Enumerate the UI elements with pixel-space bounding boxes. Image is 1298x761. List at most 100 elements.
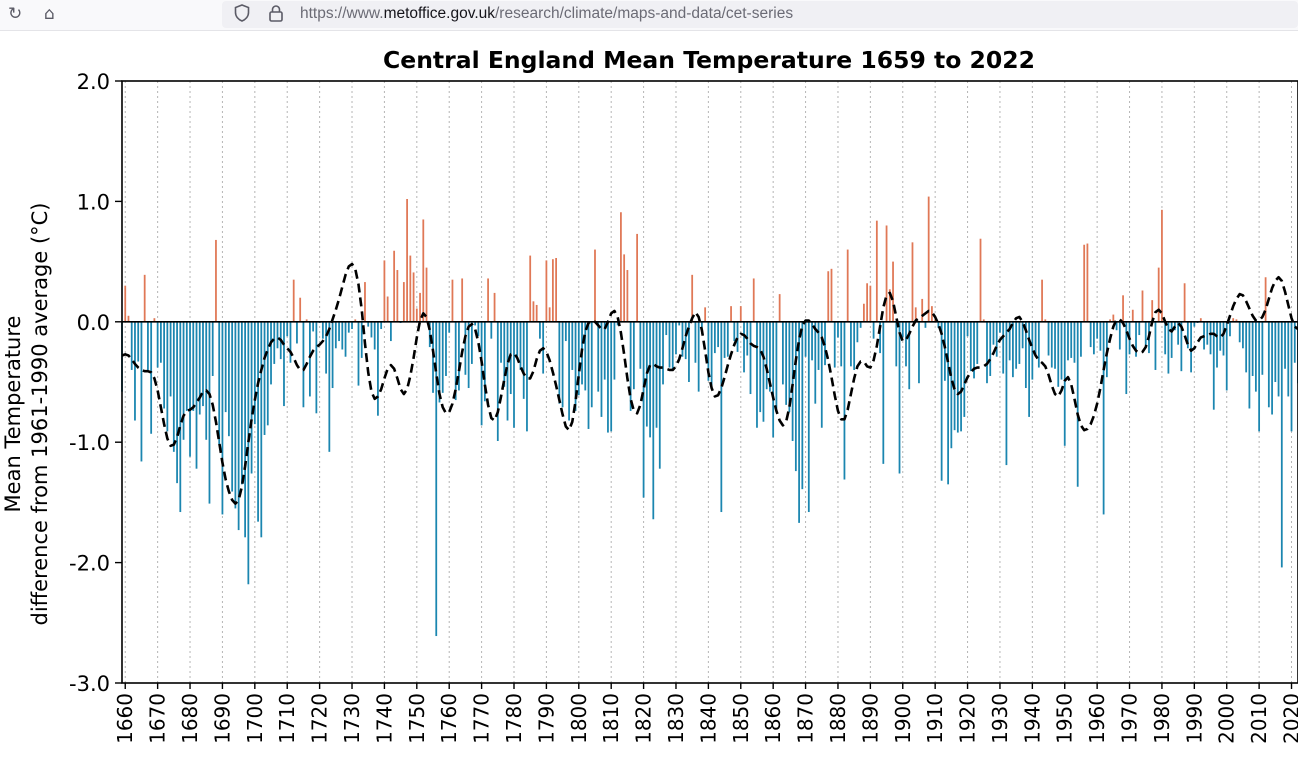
bar — [124, 285, 127, 322]
bar — [782, 321, 784, 385]
x-tick-label: 1980 — [1150, 693, 1174, 744]
x-tick-label: 1680 — [178, 693, 202, 744]
bar — [1047, 321, 1050, 356]
bar — [448, 321, 451, 333]
bar — [1212, 321, 1215, 410]
bar — [1012, 321, 1014, 378]
reload-icon[interactable]: ↻ — [8, 4, 23, 24]
bar — [260, 321, 263, 538]
bar — [846, 249, 849, 322]
bar — [1073, 321, 1076, 363]
bar — [380, 321, 383, 330]
bar — [610, 321, 613, 432]
lock-icon[interactable] — [268, 4, 284, 26]
bar — [195, 321, 198, 469]
bar — [814, 321, 817, 404]
bar — [150, 321, 153, 434]
bar — [393, 250, 396, 322]
bar — [526, 321, 528, 432]
x-tick-label: 1900 — [891, 693, 915, 744]
bar — [305, 319, 308, 322]
bar — [1248, 321, 1251, 409]
bar — [577, 321, 580, 396]
shield-icon[interactable] — [234, 4, 250, 26]
bar — [1242, 321, 1244, 349]
bar — [960, 321, 962, 432]
bar — [127, 315, 130, 322]
bar — [551, 259, 554, 322]
bar — [587, 321, 590, 429]
address-bar[interactable]: https://www.metoffice.gov.uk/research/cl… — [222, 1, 1298, 28]
bar — [859, 321, 862, 328]
bar — [198, 321, 201, 415]
url-text[interactable]: https://www.metoffice.gov.uk/research/cl… — [300, 5, 793, 23]
bar — [769, 321, 771, 392]
bar — [338, 321, 340, 342]
bar — [940, 321, 943, 481]
bar — [914, 307, 917, 322]
bar — [872, 321, 875, 339]
bar — [1115, 321, 1118, 331]
bar — [798, 321, 800, 523]
bar — [334, 321, 337, 349]
bar — [555, 257, 557, 322]
bar — [270, 321, 272, 385]
bar — [956, 321, 959, 433]
bar — [422, 219, 425, 322]
bar — [441, 321, 444, 393]
bar — [778, 294, 781, 322]
bar — [837, 321, 839, 338]
bar — [1089, 321, 1092, 348]
bar — [496, 321, 499, 441]
x-tick-label: 1810 — [599, 693, 623, 744]
bar — [856, 321, 859, 343]
bar — [843, 321, 846, 480]
bar — [1080, 321, 1082, 357]
bar — [140, 321, 143, 462]
bar — [717, 321, 719, 348]
bar — [276, 321, 279, 349]
x-tick-label: 1890 — [858, 693, 882, 744]
x-tick-label: 1690 — [210, 693, 234, 744]
x-tick-label: 1920 — [956, 693, 980, 744]
bar — [532, 301, 535, 322]
x-tick-label: 1880 — [826, 693, 850, 744]
x-tick-label: 1830 — [664, 693, 688, 744]
bar — [172, 321, 175, 452]
bar — [548, 307, 551, 322]
bar — [315, 321, 318, 414]
bar — [707, 321, 710, 381]
bar — [931, 306, 933, 322]
home-icon[interactable]: ⌂ — [44, 4, 55, 24]
bar — [966, 321, 969, 337]
y-tick-label: -3.0 — [69, 672, 110, 696]
bar — [474, 321, 477, 326]
bar — [947, 321, 949, 485]
bar — [574, 321, 577, 411]
bar — [675, 321, 677, 355]
x-tick-label: 1840 — [696, 693, 720, 744]
bar — [898, 321, 901, 474]
bar — [1264, 277, 1267, 322]
bar — [1018, 321, 1021, 364]
bar — [503, 321, 506, 387]
bar — [377, 321, 379, 416]
bar — [869, 285, 872, 322]
bar — [749, 321, 752, 395]
bar — [982, 319, 985, 322]
bar — [1277, 321, 1280, 397]
bar — [143, 274, 146, 322]
bar — [1222, 321, 1225, 356]
bar — [681, 321, 684, 357]
bar — [989, 321, 992, 376]
bar — [134, 321, 136, 421]
x-tick-label: 1740 — [372, 693, 396, 744]
bar — [1096, 321, 1099, 339]
bar — [590, 321, 593, 408]
bar — [218, 321, 221, 445]
bar — [1060, 321, 1063, 380]
bar — [888, 289, 891, 322]
chart-title: Central England Mean Temperature 1659 to… — [383, 46, 1035, 74]
x-tick-label: 1960 — [1085, 693, 1109, 744]
bar — [697, 321, 700, 392]
